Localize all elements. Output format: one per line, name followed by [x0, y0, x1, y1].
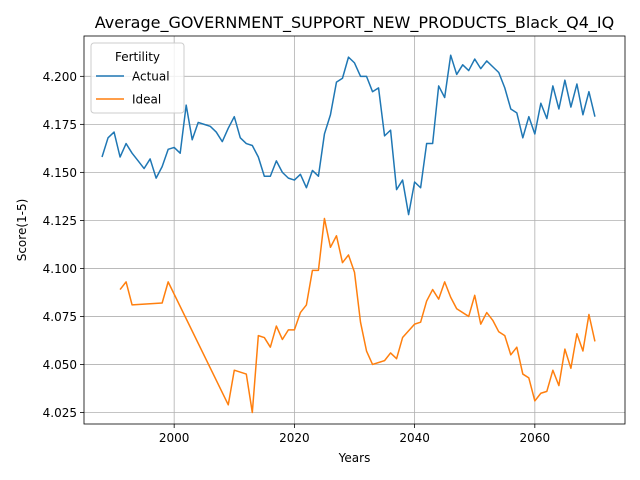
- x-axis-label: Years: [338, 451, 371, 465]
- x-tick-label: 2040: [399, 431, 430, 445]
- y-axis-label: Score(1-5): [15, 199, 29, 262]
- y-tick-label: 4.075: [43, 310, 77, 324]
- chart-title: Average_GOVERNMENT_SUPPORT_NEW_PRODUCTS_…: [95, 13, 614, 33]
- y-tick-label: 4.150: [43, 166, 77, 180]
- y-tick-label: 4.050: [43, 358, 77, 372]
- legend-label-ideal: Ideal: [132, 93, 161, 107]
- y-tick-label: 4.025: [43, 406, 77, 420]
- y-tick-label: 4.200: [43, 70, 77, 84]
- legend: Fertility Actual Ideal: [91, 43, 184, 113]
- legend-title: Fertility: [115, 50, 160, 64]
- legend-label-actual: Actual: [132, 70, 170, 84]
- y-tick-label: 4.125: [43, 214, 77, 228]
- y-tick-label: 4.175: [43, 118, 77, 132]
- y-tick-label: 4.100: [43, 262, 77, 276]
- x-tick-label: 2000: [159, 431, 190, 445]
- x-tick-label: 2060: [520, 431, 551, 445]
- x-tick-label: 2020: [279, 431, 310, 445]
